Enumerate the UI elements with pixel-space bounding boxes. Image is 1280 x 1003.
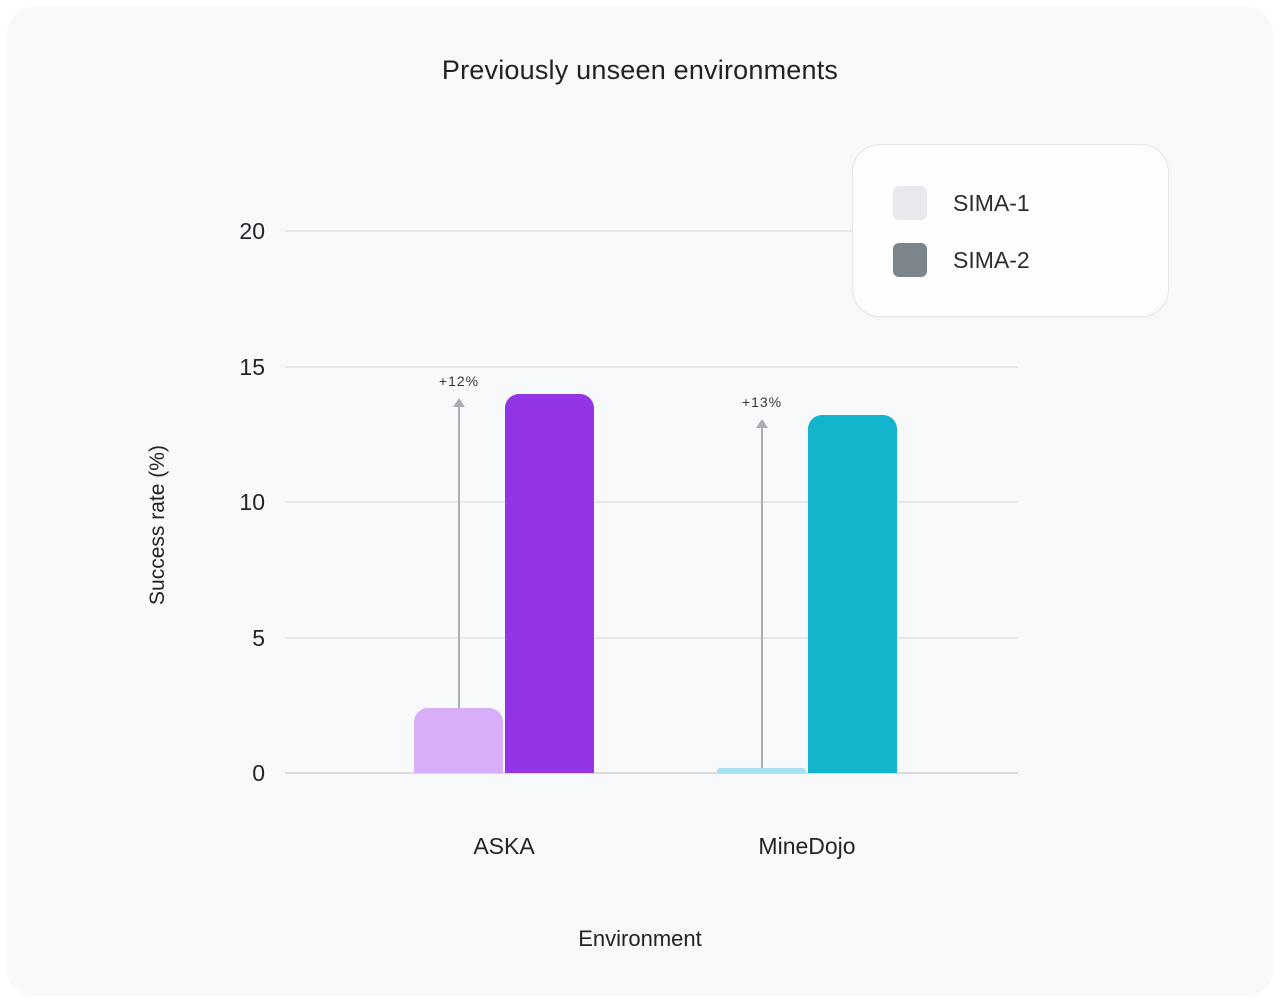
annotation-arrow-line-aska xyxy=(458,404,460,708)
legend-label-sima-2: SIMA-2 xyxy=(953,246,1030,273)
annotation-label-aska: +12% xyxy=(438,372,480,389)
legend-item-sima-1: SIMA-1 xyxy=(893,186,1030,220)
legend-swatch-sima-1 xyxy=(893,186,927,220)
chart-title: Previously unseen environments xyxy=(441,55,839,85)
gridline-20 xyxy=(285,230,1018,232)
legend-swatch-sima-2 xyxy=(893,243,927,277)
bar-sima-1-minedojo xyxy=(717,768,806,773)
bar-sima-2-minedojo xyxy=(808,415,897,773)
y-tick-label-15: 15 xyxy=(239,353,265,380)
annotation-arrow-head-aska xyxy=(453,397,465,407)
y-tick-label-20: 20 xyxy=(239,218,265,244)
bar-sima-2-aska xyxy=(505,394,594,773)
y-tick-label-5: 5 xyxy=(252,624,265,651)
annotation-arrow-head-minedojo xyxy=(756,419,768,429)
legend-item-sima-2: SIMA-2 xyxy=(893,243,1030,277)
annotation-arrow-line-minedojo xyxy=(761,426,763,768)
y-tick-label-0: 0 xyxy=(252,760,265,786)
gridline-0 xyxy=(285,772,1018,774)
bar-sima-1-aska xyxy=(414,708,503,773)
gridline-5 xyxy=(285,636,1018,639)
chart-card: Previously unseen environments 0 5 10 15 20 A… xyxy=(7,7,1273,996)
x-axis-title: Environment xyxy=(578,926,702,951)
annotation-label-minedojo: +13% xyxy=(741,394,783,411)
x-tick-label-aska: ASKA xyxy=(473,833,535,859)
legend: SIMA-1 SIMA-2 xyxy=(852,144,1169,317)
y-tick-label-10: 10 xyxy=(239,489,265,515)
gridline-10 xyxy=(285,501,1018,503)
legend-label-sima-1: SIMA-1 xyxy=(953,189,1030,216)
gridline-15 xyxy=(285,365,1018,368)
x-tick-label-minedojo: MineDojo xyxy=(758,833,856,859)
